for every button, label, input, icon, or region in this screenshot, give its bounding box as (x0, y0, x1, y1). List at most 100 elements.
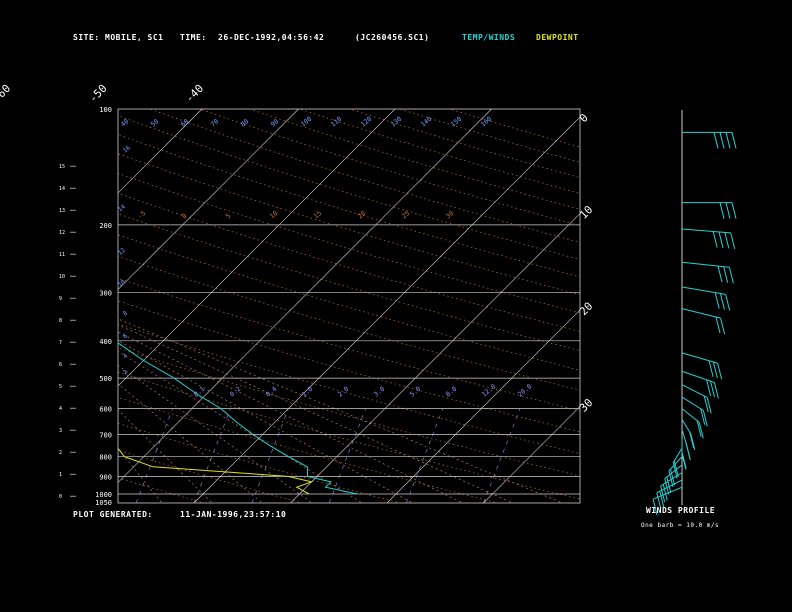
height-tick-label: 10 (59, 274, 65, 280)
time-label: TIME: (180, 33, 207, 42)
dry-adiabat-line (0, 109, 103, 502)
pressure-tick-label: 900 (99, 473, 112, 481)
wind-barb-flag (720, 317, 726, 335)
temperature-profile (118, 342, 358, 495)
mixing-ratio-label: 1.0 (300, 385, 314, 399)
mixing-ratio-line (328, 408, 366, 503)
wind-barb-shaft (656, 479, 683, 494)
isotherm-right-label: 0 (577, 111, 591, 125)
isotherm-line (0, 109, 106, 503)
wind-barb-flag (690, 433, 696, 450)
wind-barb (682, 202, 737, 219)
plot-generated-label: PLOT GENERATED: (73, 510, 153, 519)
moist-adiabat-label: 15 (312, 209, 323, 220)
dry-adiabat-line (118, 172, 580, 314)
wind-barb-flag (724, 232, 730, 249)
wind-barb-flag (670, 469, 676, 486)
winds-profile-label: WINDS PROFILE (646, 506, 716, 515)
dry-adiabat-line (118, 255, 580, 391)
moist-adiabat-line (118, 318, 561, 503)
dry-adiabat-line (149, 109, 580, 243)
wind-barb-flag (710, 381, 715, 398)
wind-barb-shaft (681, 352, 718, 364)
wind-barb (682, 131, 737, 149)
wind-barb-flag (731, 132, 737, 149)
isotherm-top-label: -50 (86, 82, 109, 105)
wind-barb-flag (718, 231, 724, 249)
pressure-tick-label: 500 (99, 375, 112, 383)
wind-barb (681, 429, 691, 461)
time-value: 26-DEC-1992,04:56:42 (218, 33, 325, 42)
height-tick-label: 13 (59, 208, 65, 214)
moist-adiabat-label: 10 (268, 209, 279, 220)
dry-adiabat-label: 50 (149, 117, 160, 128)
dry-adiabat-line (199, 109, 580, 227)
isotherm-line (677, 109, 792, 503)
wind-barb-flag (717, 363, 723, 380)
wind-barb-flag (719, 132, 725, 149)
dry-adiabat-line (118, 234, 580, 371)
pressure-tick-label: 1000 (95, 491, 112, 499)
wind-barb-flag (664, 478, 670, 495)
isotherm-line (290, 213, 580, 503)
pressure-tick-label: 1050 (95, 499, 112, 507)
wind-barb-shaft (681, 228, 731, 234)
plot-generated-value: 11-JAN-1996,23:57:10 (180, 510, 287, 519)
wind-barb-flag (713, 382, 719, 399)
pressure-tick-label: 700 (99, 431, 112, 439)
wind-barb (681, 286, 731, 311)
wind-barb-shaft (652, 486, 683, 500)
moist-adiabat-line (118, 364, 312, 503)
file-id: (JC260456.SC1) (355, 33, 430, 42)
wind-barb (681, 439, 687, 470)
site-value: MOBILE, SC1 (105, 33, 164, 42)
moist-adiabat-line (118, 447, 162, 503)
wind-barb-shaft (681, 370, 715, 384)
moist-adiabat-line (118, 331, 461, 503)
barb-scale-note: One barb = 10.0 m/s (641, 522, 720, 529)
wind-barb-flag (728, 267, 734, 284)
wind-barb-shaft (681, 308, 721, 319)
wind-barb-shaft (664, 464, 683, 480)
height-in-plot-label: 14 (117, 203, 127, 213)
mixing-ratio-line (406, 408, 444, 503)
wind-barb-flag (708, 360, 714, 377)
mixing-ratio-line (193, 408, 231, 503)
dry-adiabat-line (118, 134, 580, 278)
wind-barb (681, 261, 734, 284)
site-label: SITE: (73, 33, 100, 42)
wind-barb-flag (668, 470, 674, 488)
height-in-plot-label: 2 (122, 368, 130, 376)
moist-adiabat-label: 25 (400, 209, 411, 220)
wind-barb (652, 486, 683, 516)
isotherm-top-label: -40 (183, 82, 206, 105)
height-in-plot-label: 16 (122, 144, 132, 154)
mixing-ratio-line (135, 408, 173, 503)
height-tick-label: 7 (59, 340, 62, 346)
mixing-ratio-line (0, 409, 18, 503)
dry-adiabat-line (118, 115, 580, 260)
mixing-ratio-line (251, 408, 289, 503)
wind-barb-flag (659, 491, 665, 508)
wind-barb-flag (660, 485, 666, 503)
wind-barb-flag (723, 266, 729, 283)
wind-barb (660, 472, 683, 503)
wind-barb-flag (725, 294, 731, 311)
wind-barb-flag (702, 410, 708, 427)
wind-barb-shaft (681, 408, 700, 423)
pressure-tick-label: 100 (99, 106, 112, 114)
pressure-tick-label: 400 (99, 338, 112, 346)
isotherm-line (118, 109, 299, 290)
wind-barb (681, 396, 708, 427)
moist-adiabat-label: 0 (180, 212, 188, 221)
dry-adiabat-label: 140 (419, 115, 433, 129)
height-tick-label: 8 (59, 318, 62, 324)
dry-adiabat-line (249, 109, 580, 210)
height-tick-label: 2 (59, 450, 62, 456)
winds-profile (652, 110, 737, 516)
mixing-ratio-label: 0.4 (264, 385, 278, 399)
dry-adiabat-label: 80 (239, 117, 250, 128)
wind-barb-flag (656, 492, 662, 509)
dry-adiabat-label: 90 (269, 117, 280, 128)
